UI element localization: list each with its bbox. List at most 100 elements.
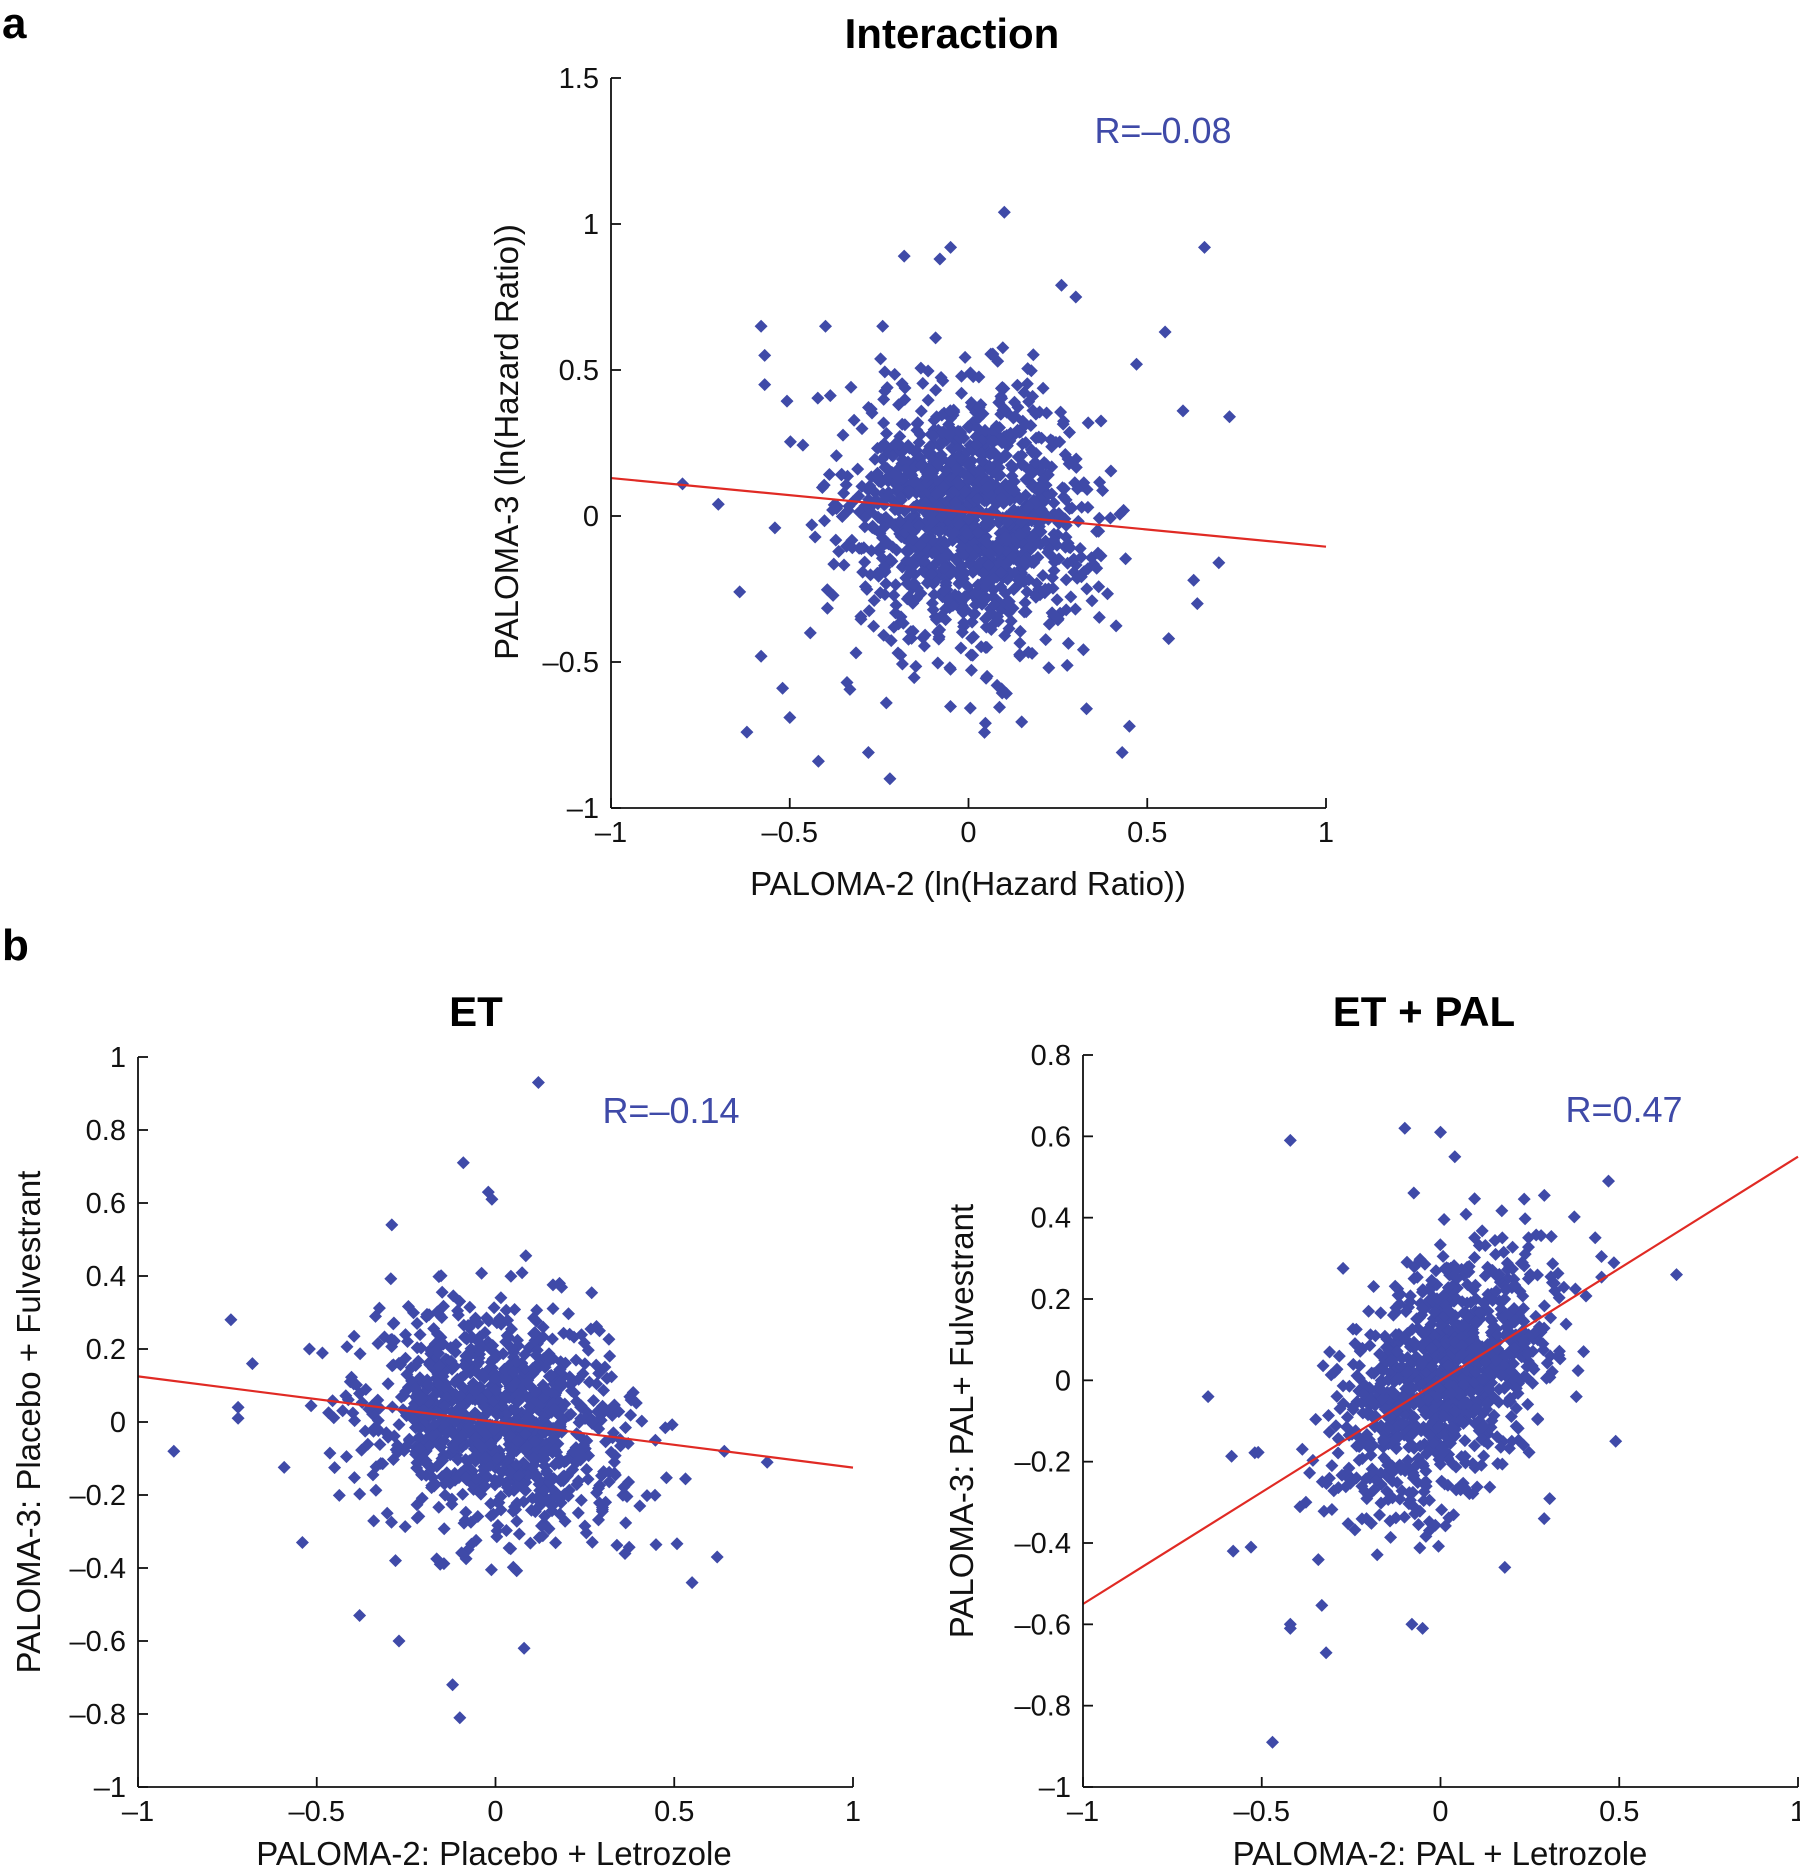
et_pal-point [1518,1247,1532,1261]
interaction-point [910,417,924,431]
interaction-point [1052,552,1066,566]
et-point [385,1218,399,1232]
et_pal-point [1434,1125,1447,1139]
et-point [504,1430,518,1444]
et-point [453,1294,467,1308]
interaction-point [1064,590,1078,604]
interaction-point [834,468,848,482]
et_pal-point [1456,1397,1470,1411]
et-point [581,1343,595,1357]
interaction-point [1090,524,1104,538]
et_pal-point [1368,1329,1382,1343]
et_pal-point [1336,1261,1350,1275]
interaction-point [1047,496,1061,510]
et-point [484,1563,498,1577]
et-point [348,1414,362,1428]
et_pal-point [1607,1256,1621,1270]
interaction-point [864,568,877,582]
interaction-point [1074,570,1088,584]
interaction-point [914,404,928,418]
interaction-point [937,584,951,598]
et-points [167,1076,774,1725]
et_pal-point [1527,1362,1541,1376]
interaction-point [927,429,941,443]
et_pal-point [1309,1412,1323,1426]
interaction-point [998,402,1012,416]
et-point [459,1470,473,1484]
interaction-point [867,594,881,607]
interaction-point [1104,464,1118,478]
et_pal-point [1436,1249,1450,1263]
interaction-point [954,540,968,554]
interaction-point [1029,407,1043,421]
interaction-point [867,619,881,633]
et_pal-title: ET + PAL [1333,988,1515,1035]
interaction-point [970,438,984,452]
interaction-point [921,364,935,378]
et_pal-point [1341,1517,1355,1531]
et-point [523,1536,537,1550]
et_pal-point [1466,1326,1480,1340]
et-point [231,1411,245,1425]
interaction-point [1187,573,1201,587]
interaction-point [1036,381,1050,395]
interaction-point [903,484,917,498]
et_pal-point [1410,1312,1424,1326]
et-point [465,1330,479,1344]
interaction-point [978,593,991,607]
et_pal-point [1311,1553,1325,1567]
et-point [679,1472,692,1486]
interaction-point [866,519,880,533]
et-point [493,1473,506,1487]
interaction-point [832,545,846,558]
interaction-point [823,389,837,403]
et_pal-point [1444,1436,1457,1450]
et_pal-point [1360,1492,1374,1506]
et_pal-point [1479,1355,1493,1369]
et-point [535,1519,548,1533]
interaction-point [1038,582,1052,596]
et-point [499,1303,513,1317]
interaction-point [923,509,937,522]
et_pal-point [1225,1449,1239,1463]
et-point [515,1266,529,1280]
et_pal-point [1459,1207,1473,1221]
et-point [555,1280,569,1294]
et_pal-point [1367,1366,1381,1380]
interaction-point [871,466,884,480]
et_pal-point [1381,1493,1395,1506]
interaction-point [939,537,953,551]
interaction-point [1029,447,1043,460]
et-point [385,1340,399,1354]
et_pal-point [1363,1339,1377,1352]
et-point [619,1421,632,1435]
et_pal-point [1544,1270,1558,1284]
panel-label-b: b [2,921,29,970]
interaction-x-tick-label: 0 [960,817,976,849]
et-point [502,1330,516,1344]
interaction-point [929,331,943,345]
et-point [473,1330,487,1344]
et-point [413,1441,427,1455]
interaction-point [1021,362,1035,376]
et-point [498,1389,512,1403]
et_pal-point [1468,1192,1482,1206]
interaction-y-tick-label: –0.5 [543,647,599,679]
et_pal-point [1414,1424,1428,1438]
et_pal-point [1422,1515,1436,1529]
et_pal-point [1457,1377,1471,1391]
et-point [295,1536,309,1549]
interaction-point [944,240,958,254]
et_pal-point [1517,1192,1531,1206]
et_pal-point [1396,1461,1410,1475]
interaction-point [829,449,843,463]
et_pal-point [1557,1280,1571,1294]
et-point [448,1359,462,1373]
et_pal-point [1415,1301,1429,1315]
et_pal-point [1412,1518,1425,1532]
et_pal-point [1303,1466,1317,1480]
et_pal-point [1407,1500,1421,1514]
et-point [462,1420,476,1434]
et_pal-point [1428,1329,1442,1343]
et-point [347,1471,361,1485]
